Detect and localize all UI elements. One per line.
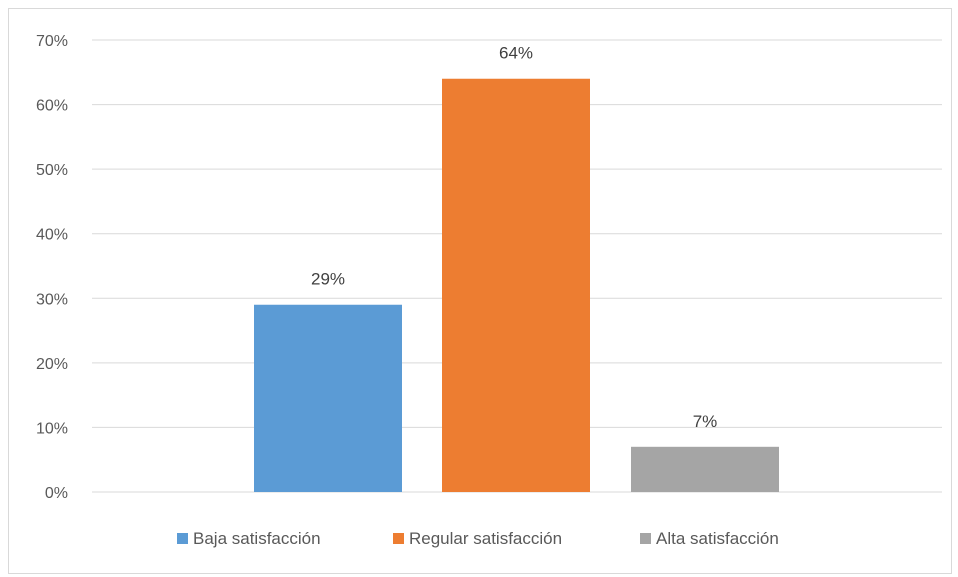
- y-tick-label: 50%: [36, 162, 68, 179]
- y-tick-label: 0%: [45, 485, 68, 502]
- legend-swatch: [393, 533, 404, 544]
- y-axis: 0% 10% 20% 30% 40% 50% 60% 70%: [36, 33, 68, 502]
- y-tick-label: 10%: [36, 420, 68, 437]
- bar-baja-satisfacción: [254, 304, 402, 492]
- legend-label: Regular satisfacción: [409, 529, 562, 548]
- y-tick-label: 40%: [36, 227, 68, 244]
- data-labels: 29% 64% 7%: [311, 44, 717, 431]
- legend: Baja satisfacción Regular satisfacción Alt…: [177, 529, 779, 548]
- bars: [254, 78, 779, 492]
- bar-alta-satisfacción: [631, 446, 779, 492]
- data-label: 7%: [693, 412, 718, 431]
- y-tick-label: 30%: [36, 291, 68, 308]
- legend-swatch: [177, 533, 188, 544]
- legend-label: Baja satisfacción: [193, 529, 321, 548]
- y-tick-label: 20%: [36, 356, 68, 373]
- data-label: 29%: [311, 270, 345, 289]
- y-tick-label: 60%: [36, 98, 68, 115]
- y-tick-label: 70%: [36, 33, 68, 50]
- legend-label: Alta satisfacción: [656, 529, 779, 548]
- legend-swatch: [640, 533, 651, 544]
- bar-regular-satisfacción: [442, 78, 590, 492]
- data-label: 64%: [499, 44, 533, 63]
